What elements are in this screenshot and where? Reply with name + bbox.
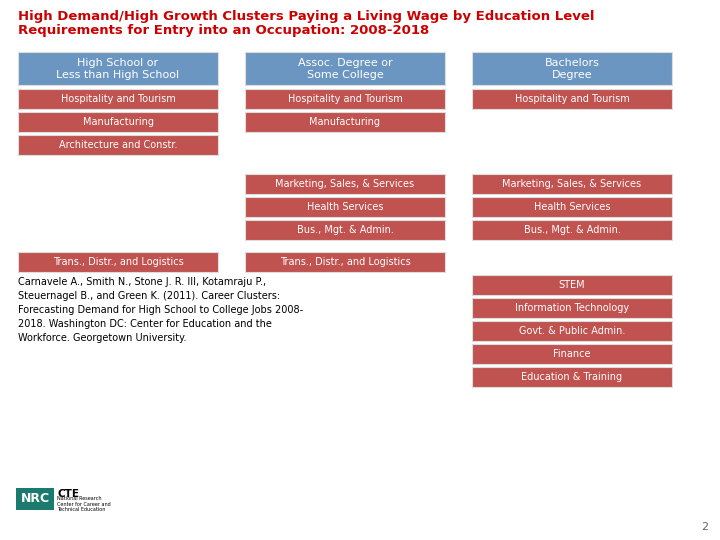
Text: Hospitality and Tourism: Hospitality and Tourism [60, 94, 176, 104]
Text: Finance: Finance [553, 349, 590, 359]
Text: Manufacturing: Manufacturing [83, 117, 153, 127]
Text: Health Services: Health Services [307, 202, 383, 212]
FancyBboxPatch shape [18, 52, 218, 85]
FancyBboxPatch shape [245, 197, 445, 217]
FancyBboxPatch shape [472, 174, 672, 194]
FancyBboxPatch shape [472, 197, 672, 217]
Text: Health Services: Health Services [534, 202, 611, 212]
Text: Requirements for Entry into an Occupation: 2008-2018: Requirements for Entry into an Occupatio… [18, 24, 429, 37]
FancyBboxPatch shape [18, 135, 218, 155]
Text: Carnavele A., Smith N., Stone J. R. III, Kotamraju P.,
Steuernagel B., and Green: Carnavele A., Smith N., Stone J. R. III,… [18, 278, 303, 343]
FancyBboxPatch shape [18, 252, 218, 272]
Text: Manufacturing: Manufacturing [310, 117, 380, 127]
FancyBboxPatch shape [245, 89, 445, 109]
FancyBboxPatch shape [18, 112, 218, 132]
Text: National Research
Center for Career and
Technical Education: National Research Center for Career and … [57, 496, 111, 512]
Text: Bus., Mgt. & Admin.: Bus., Mgt. & Admin. [523, 225, 621, 235]
Text: STEM: STEM [559, 280, 585, 291]
FancyBboxPatch shape [472, 321, 672, 341]
FancyBboxPatch shape [472, 220, 672, 240]
FancyBboxPatch shape [245, 174, 445, 194]
Text: High School or
Less than High School: High School or Less than High School [56, 57, 179, 79]
FancyBboxPatch shape [18, 89, 218, 109]
FancyBboxPatch shape [472, 298, 672, 318]
Text: Bus., Mgt. & Admin.: Bus., Mgt. & Admin. [297, 225, 393, 235]
Text: CTE: CTE [57, 489, 79, 499]
FancyBboxPatch shape [245, 112, 445, 132]
Text: Trans., Distr., and Logistics: Trans., Distr., and Logistics [53, 257, 184, 267]
FancyBboxPatch shape [472, 345, 672, 364]
FancyBboxPatch shape [16, 488, 54, 510]
Text: Trans., Distr., and Logistics: Trans., Distr., and Logistics [279, 257, 410, 267]
Text: High Demand/High Growth Clusters Paying a Living Wage by Education Level: High Demand/High Growth Clusters Paying … [18, 10, 595, 23]
Text: Hospitality and Tourism: Hospitality and Tourism [515, 94, 629, 104]
FancyBboxPatch shape [245, 220, 445, 240]
Text: Marketing, Sales, & Services: Marketing, Sales, & Services [276, 179, 415, 189]
Text: Information Technology: Information Technology [515, 303, 629, 313]
Text: Bachelors
Degree: Bachelors Degree [544, 57, 600, 79]
FancyBboxPatch shape [472, 275, 672, 295]
Text: Architecture and Constr.: Architecture and Constr. [59, 140, 177, 150]
Text: Hospitality and Tourism: Hospitality and Tourism [287, 94, 402, 104]
FancyBboxPatch shape [245, 252, 445, 272]
Text: Education & Training: Education & Training [521, 372, 623, 382]
Text: Marketing, Sales, & Services: Marketing, Sales, & Services [503, 179, 642, 189]
FancyBboxPatch shape [245, 52, 445, 85]
Text: Govt. & Public Admin.: Govt. & Public Admin. [519, 326, 625, 336]
FancyBboxPatch shape [472, 52, 672, 85]
Text: NRC: NRC [20, 492, 50, 505]
Text: Assoc. Degree or
Some College: Assoc. Degree or Some College [297, 57, 392, 79]
FancyBboxPatch shape [472, 89, 672, 109]
FancyBboxPatch shape [472, 367, 672, 387]
Text: 2: 2 [701, 522, 708, 532]
